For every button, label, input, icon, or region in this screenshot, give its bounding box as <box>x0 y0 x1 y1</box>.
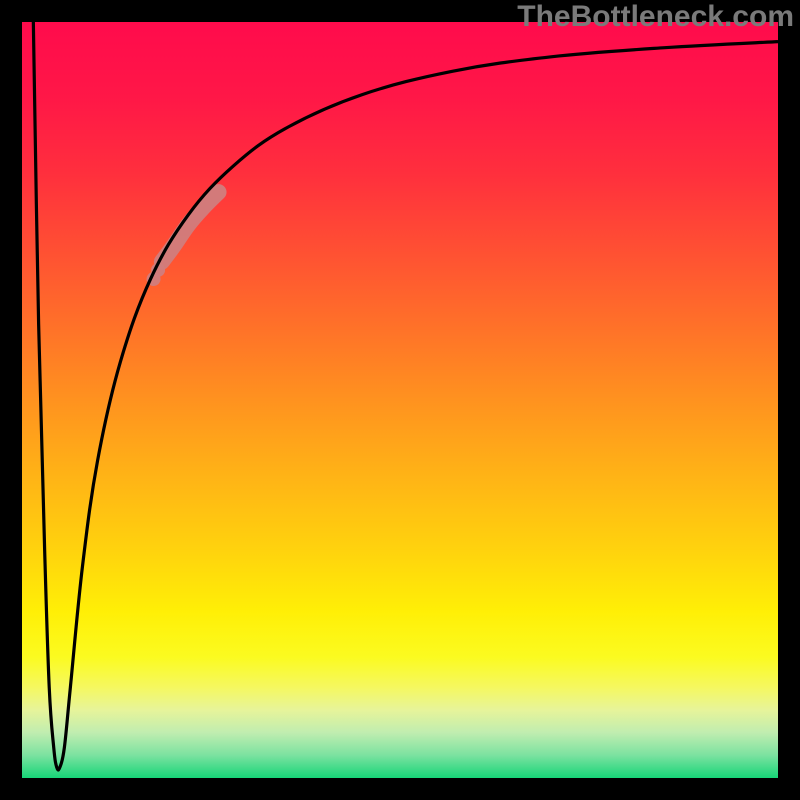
bottleneck-curve <box>33 22 778 770</box>
plot-area <box>22 22 778 778</box>
watermark-text: TheBottleneck.com <box>517 0 794 34</box>
curve-layer <box>22 22 778 778</box>
chart-frame: TheBottleneck.com <box>0 0 800 800</box>
highlight-segment <box>162 192 219 262</box>
